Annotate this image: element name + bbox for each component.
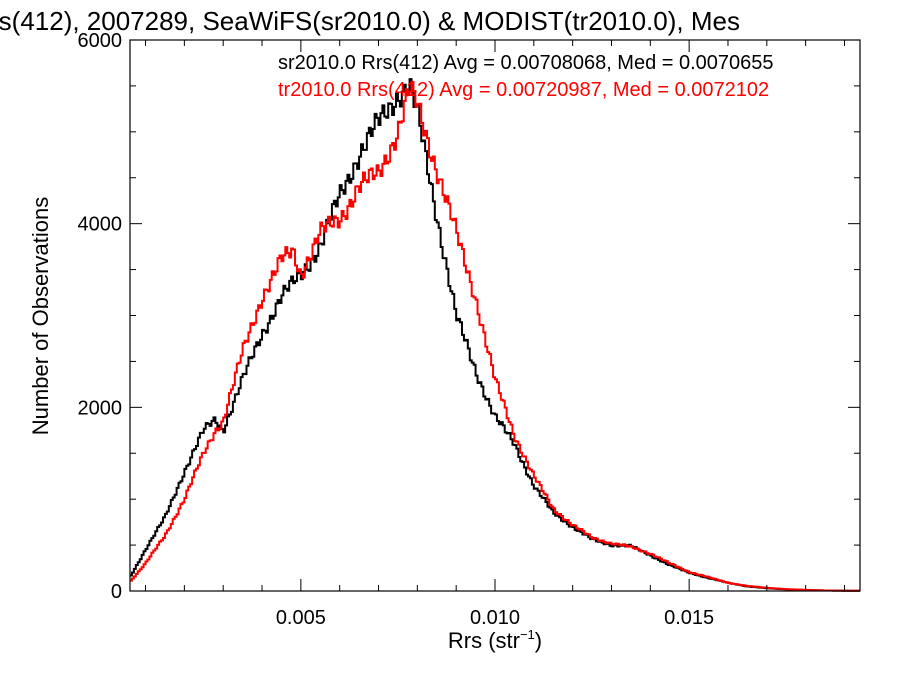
x-axis-label-suffix: )	[535, 628, 542, 653]
x-tick-label: 0.015	[664, 607, 714, 629]
series-line-1	[130, 80, 860, 592]
y-axis-label: Number of Observations	[28, 197, 53, 435]
y-tick-label: 0	[111, 581, 122, 603]
x-axis-label-main: Rrs (str	[448, 628, 520, 653]
x-axis-label-superscript: −1	[520, 627, 535, 642]
legend-entry-sr2010: sr2010.0 Rrs(412) Avg = 0.00708068, Med …	[278, 52, 774, 74]
y-tick-label: 4000	[78, 214, 123, 236]
x-tick-label: 0.005	[276, 607, 326, 629]
chart-title: rs(412), 2007289, SeaWiFS(sr2010.0) & MO…	[0, 6, 740, 36]
x-axis-label: Rrs (str−1)	[448, 627, 542, 653]
y-tick-label: 6000	[78, 30, 123, 52]
legend-entry-tr2010: tr2010.0 Rrs(412) Avg = 0.00720987, Med …	[278, 79, 769, 101]
ticks-layer: 0.005 0.010 0.015 0 2000 4000 6000	[78, 30, 860, 629]
series-layer	[130, 78, 860, 592]
y-tick-label: 2000	[78, 397, 123, 419]
x-tick-label: 0.010	[470, 607, 520, 629]
